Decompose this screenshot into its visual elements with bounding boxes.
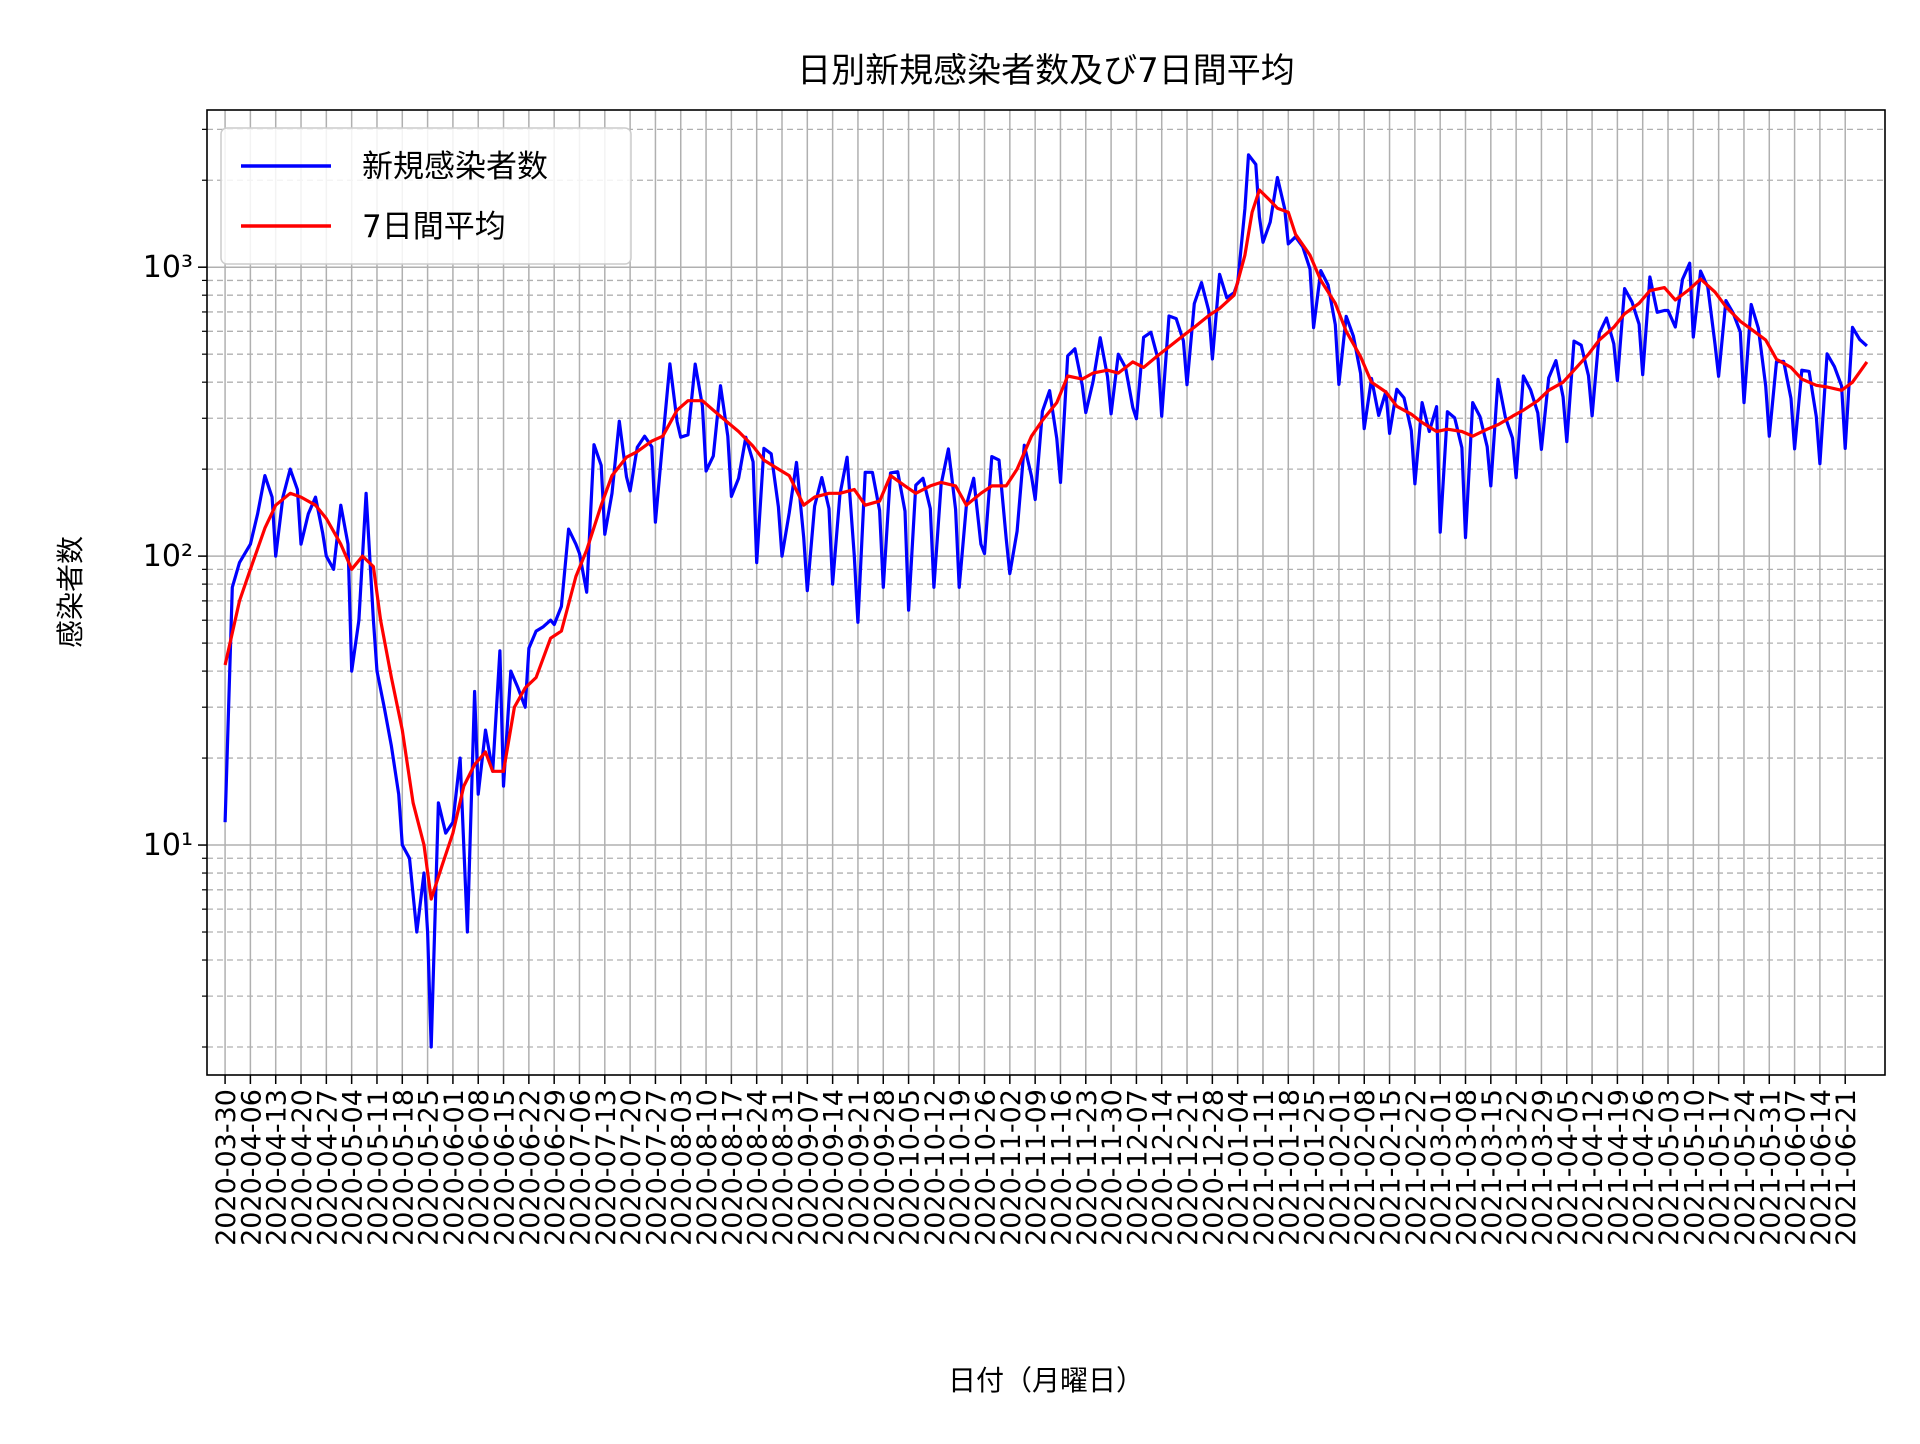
x-tick-label: 2020-09-28 (869, 1089, 900, 1246)
x-tick-label: 2021-04-26 (1629, 1089, 1660, 1246)
x-tick-label: 2021-03-22 (1502, 1089, 1533, 1246)
legend-label-0: 新規感染者数 (362, 149, 548, 185)
x-tick-label: 2021-03-15 (1477, 1089, 1508, 1246)
x-tick-label: 2020-09-21 (844, 1089, 875, 1246)
x-tick-label: 2020-12-21 (1173, 1089, 1204, 1246)
x-tick-label: 2020-04-06 (236, 1089, 267, 1246)
x-tick-label: 2020-08-10 (692, 1089, 723, 1246)
x-tick-label: 2020-10-12 (920, 1089, 951, 1246)
y-tick-label: 10¹ (143, 828, 193, 863)
x-tick-label: 2020-05-18 (388, 1089, 419, 1246)
y-tick-label: 10² (143, 539, 193, 574)
x-tick-label: 2020-11-30 (1097, 1089, 1128, 1246)
x-tick-label: 2020-07-27 (641, 1089, 672, 1246)
x-tick-label: 2020-06-22 (515, 1089, 546, 1246)
x-tick-label: 2021-05-17 (1705, 1089, 1736, 1246)
x-tick-label: 2021-05-03 (1654, 1089, 1685, 1246)
legend-box (220, 127, 632, 265)
legend-label-1: 7日間平均 (362, 209, 506, 245)
x-tick-label: 2021-04-05 (1553, 1089, 1584, 1246)
x-tick-label: 2021-04-19 (1603, 1089, 1634, 1246)
x-tick-label: 2020-11-02 (996, 1089, 1027, 1246)
x-tick-label: 2020-10-26 (971, 1089, 1002, 1246)
x-tick-label: 2021-03-08 (1452, 1089, 1483, 1246)
x-tick-label: 2021-06-21 (1831, 1089, 1862, 1246)
x-axis-label: 日付（月曜日） (948, 1364, 1144, 1397)
x-tick-label: 2021-05-31 (1755, 1089, 1786, 1246)
x-tick-label: 2021-05-10 (1679, 1089, 1710, 1246)
series-layer (223, 153, 1869, 1049)
x-tick-label: 2020-04-27 (312, 1089, 343, 1246)
legend: 新規感染者数 7日間平均 (220, 127, 632, 265)
x-tick-label: 2020-06-01 (439, 1089, 470, 1246)
x-tick-label: 2021-06-07 (1781, 1089, 1812, 1246)
plot-frame (206, 109, 1886, 1076)
x-tick-label: 2020-09-07 (793, 1089, 824, 1246)
x-tick-label: 2020-10-19 (945, 1089, 976, 1246)
x-tick-label: 2020-08-31 (768, 1089, 799, 1246)
x-tick-label: 2020-04-13 (262, 1089, 293, 1246)
x-tick-label: 2021-03-01 (1426, 1089, 1457, 1246)
x-tick-label: 2020-06-29 (540, 1089, 571, 1246)
x-tick-label: 2020-06-15 (490, 1089, 521, 1246)
axis-layer: 10¹10²10³2020-03-302020-04-062020-04-132… (143, 128, 1862, 1246)
x-tick-label: 2020-03-30 (211, 1089, 242, 1246)
x-tick-label: 2020-11-09 (1021, 1089, 1052, 1246)
x-tick-label: 2020-08-03 (667, 1089, 698, 1246)
x-tick-label: 2021-03-29 (1527, 1089, 1558, 1246)
x-tick-label: 2020-09-14 (819, 1089, 850, 1246)
x-tick-label: 2021-02-01 (1325, 1089, 1356, 1246)
y-axis-label: 感染者数 (54, 536, 87, 648)
chart-title: 日別新規感染者数及び7日間平均 (797, 51, 1295, 91)
x-tick-label: 2020-12-07 (1122, 1089, 1153, 1246)
x-tick-label: 2020-04-20 (287, 1089, 318, 1246)
x-tick-label: 2020-08-24 (743, 1089, 774, 1246)
x-tick-label: 2020-06-08 (464, 1089, 495, 1246)
x-tick-label: 2020-05-11 (363, 1089, 394, 1246)
x-tick-label: 2021-02-22 (1401, 1089, 1432, 1246)
x-tick-label: 2020-11-23 (1072, 1089, 1103, 1246)
x-tick-label: 2021-06-14 (1806, 1089, 1837, 1246)
x-tick-label: 2020-08-17 (717, 1089, 748, 1246)
x-tick-label: 2021-01-18 (1274, 1089, 1305, 1246)
x-tick-label: 2020-07-13 (591, 1089, 622, 1246)
x-tick-label: 2020-12-14 (1148, 1089, 1179, 1246)
x-tick-label: 2021-01-11 (1249, 1089, 1280, 1246)
x-tick-label: 2020-11-16 (1046, 1089, 1077, 1246)
x-tick-label: 2020-10-05 (895, 1089, 926, 1246)
x-tick-label: 2020-07-06 (565, 1089, 596, 1246)
x-tick-label: 2020-05-25 (414, 1089, 445, 1246)
x-tick-label: 2021-01-04 (1224, 1089, 1255, 1246)
x-tick-label: 2021-01-25 (1300, 1089, 1331, 1246)
x-tick-label: 2020-12-28 (1198, 1089, 1229, 1246)
x-tick-label: 2020-05-04 (338, 1089, 369, 1246)
series-line-1 (223, 188, 1869, 901)
x-tick-label: 2021-02-08 (1350, 1089, 1381, 1246)
x-tick-label: 2021-05-24 (1730, 1089, 1761, 1246)
y-tick-label: 10³ (143, 250, 193, 285)
x-tick-label: 2021-02-15 (1376, 1089, 1407, 1246)
x-tick-label: 2021-04-12 (1578, 1089, 1609, 1246)
x-tick-label: 2020-07-20 (616, 1089, 647, 1246)
